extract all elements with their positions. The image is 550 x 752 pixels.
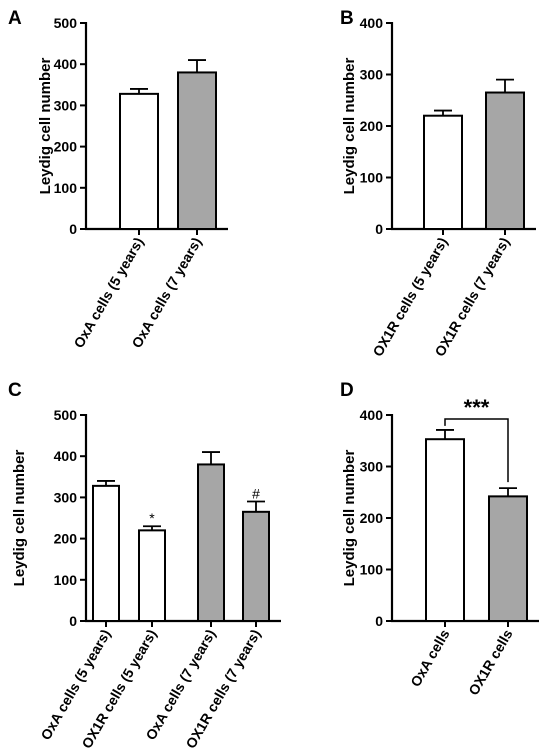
- panel-a-letter: A: [8, 8, 22, 29]
- panel-c-bar: [197, 463, 225, 622]
- panel-d-y-tick-label: 300: [360, 459, 384, 475]
- panel-b-letter: B: [340, 8, 354, 29]
- panel-d-letter: D: [340, 380, 354, 401]
- panel-b-bar: [485, 91, 525, 231]
- panel-c-y-tick-label: 500: [54, 407, 78, 423]
- panel-d-significance-bracket: [444, 418, 509, 483]
- panel-b-y-axis-title: Leydig cell number: [341, 57, 358, 194]
- panel-c-annotation: *: [149, 510, 155, 526]
- panel-a-y-axis-title: Leydig cell number: [37, 57, 54, 194]
- panel-d-y-tick-label: 400: [360, 407, 384, 423]
- panel-d-y-tick-label: 100: [360, 562, 384, 578]
- panel-d-y-tick-label: 0: [375, 613, 383, 629]
- panel-c-y-tick-label: 0: [69, 613, 77, 629]
- panel-c-bar: [92, 484, 120, 623]
- panel-c-bar: [138, 529, 166, 622]
- panel-b-y-tick-label: 400: [360, 15, 384, 31]
- panel-c-bar: [242, 510, 270, 623]
- panel-b-y-tick-label: 0: [375, 221, 383, 237]
- panel-d-significance-label: ***: [464, 395, 490, 420]
- panel-b-y-tick-label: 300: [360, 67, 384, 83]
- panel-b-y-tick-label: 100: [360, 170, 384, 186]
- panel-a-y-tick-label: 500: [54, 15, 78, 31]
- panel-c-y-tick-label: 200: [54, 531, 78, 547]
- panel-d-category-label: OX1R cells: [465, 626, 516, 698]
- panel-a-y-tick-label: 0: [69, 221, 77, 237]
- panel-d-y-tick-label: 200: [360, 510, 384, 526]
- panel-d-y-axis-title: Leydig cell number: [341, 449, 358, 586]
- panel-a-y-tick-label: 300: [54, 97, 78, 113]
- panel-c-y-tick-label: 100: [54, 572, 78, 588]
- panel-a-y-tick-label: 400: [54, 56, 78, 72]
- panel-d-bar: [425, 438, 465, 622]
- panel-c-y-tick-label: 300: [54, 489, 78, 505]
- panel-a-y-tick-label: 100: [54, 180, 78, 196]
- panel-c-annotation: #: [252, 486, 260, 502]
- panel-c-y-tick-label: 400: [54, 448, 78, 464]
- panel-b-y-tick-label: 200: [360, 118, 384, 134]
- panel-a-bar: [119, 92, 159, 230]
- panel-d: Leydig cell number 0 100 200 300 400 OxA cells…: [341, 395, 539, 698]
- panel-b-bar: [423, 114, 463, 230]
- panel-d-category-label: OxA cells: [407, 626, 453, 689]
- panel-d-bar: [488, 495, 528, 622]
- panel-c-y-axis-title: Leydig cell number: [11, 449, 28, 586]
- panel-a-bar: [177, 71, 217, 230]
- panel-a-y-tick-label: 200: [54, 139, 78, 155]
- panel-c-letter: C: [8, 380, 22, 401]
